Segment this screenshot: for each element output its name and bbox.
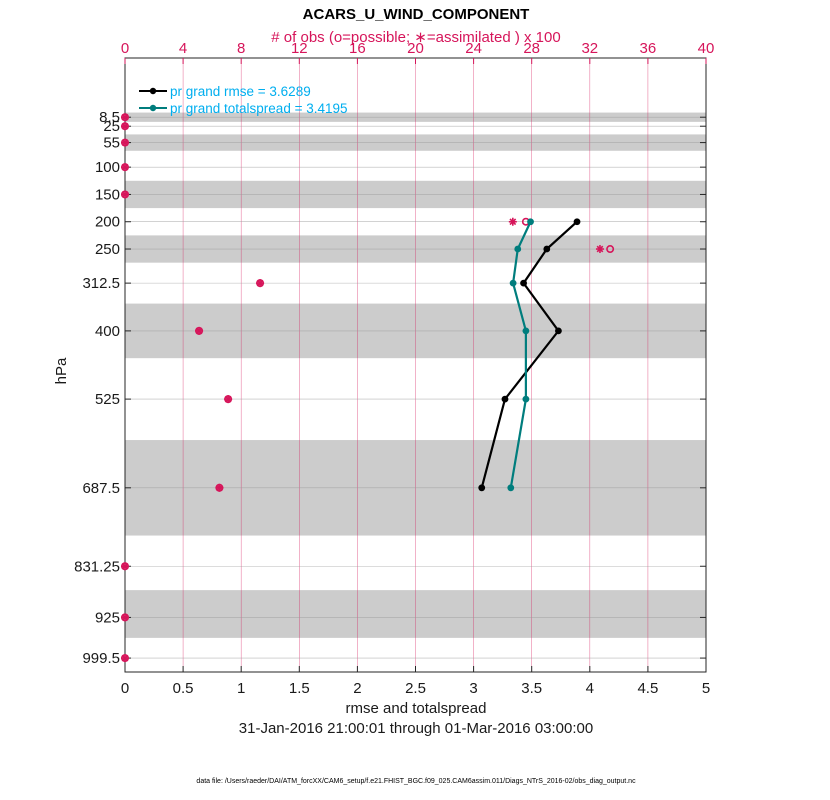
top-tick-label: 28: [523, 40, 540, 57]
x-tick-label: 1: [237, 680, 245, 697]
y-tick-label: 400: [95, 323, 120, 340]
obs-assimilated-marker: [121, 113, 129, 122]
totalspread-point: [522, 327, 530, 335]
obs-assimilated-marker: [121, 190, 129, 199]
date-range-label: 31-Jan-2016 21:00:01 through 01-Mar-2016…: [239, 720, 593, 737]
obs-assimilated-marker: [215, 483, 224, 492]
top-tick-label: 20: [407, 40, 424, 57]
obs-asterisk-stroke: [256, 279, 264, 287]
top-tick-label: 12: [291, 40, 308, 57]
x-tick-label: 2: [353, 680, 361, 697]
y-tick-label: 525: [95, 391, 120, 408]
x-tick-label: 0: [121, 680, 129, 697]
rmse-point: [573, 218, 581, 226]
obs-assimilated-marker: [121, 613, 129, 622]
obs-assimilated-marker: [121, 122, 129, 131]
y-tick-label: 925: [95, 609, 120, 626]
obs-asterisk-stroke: [121, 562, 129, 570]
y-tick-label: 8.5: [99, 109, 120, 126]
x-tick-label: 3: [469, 680, 477, 697]
obs-asterisk-stroke: [121, 122, 129, 130]
x-tick-label: 2.5: [405, 680, 426, 697]
axis-ticks: [124, 58, 707, 672]
y-tick-label: 150: [95, 186, 120, 203]
data-series: [478, 218, 581, 492]
obs-asterisk-stroke: [121, 139, 129, 146]
y-tick-label: 831.25: [74, 558, 120, 575]
x-tick-label: 0.5: [173, 680, 194, 697]
legend-rmse-marker: [149, 87, 157, 95]
x-tick-label: 4: [586, 680, 594, 697]
y-tick-label: 100: [95, 159, 120, 176]
top-tick-label: 4: [179, 40, 187, 57]
totalspread-point: [507, 484, 515, 492]
obs-asterisk-stroke: [121, 654, 129, 662]
y-tick-label: 250: [95, 241, 120, 258]
top-tick-label: 24: [465, 40, 482, 57]
totalspread-point: [522, 395, 530, 403]
x-tick-label: 4.5: [637, 680, 658, 697]
obs-asterisk-stroke: [224, 395, 232, 403]
obs-asterisk-stroke: [121, 614, 129, 621]
chart-title: ACARS_U_WIND_COMPONENT: [303, 6, 530, 23]
obs-assimilated-marker: [256, 279, 265, 288]
obs-possible-marker: [606, 245, 615, 254]
obs-assimilated-marker: [595, 245, 604, 254]
rmse-point: [501, 395, 509, 403]
legend-rmse-label: pr grand rmse = 3.6289: [170, 84, 311, 99]
y-tick-label: 312.5: [82, 275, 120, 292]
x-tick-label: 5: [702, 680, 710, 697]
legend-totalspread-label: pr grand totalspread = 3.4195: [170, 101, 348, 116]
y-tick-label: 25: [103, 118, 120, 135]
obs-assimilated-marker: [195, 326, 204, 335]
rmse-point: [520, 279, 527, 287]
rmse-line: [480, 220, 578, 489]
y-tick-label: 200: [95, 214, 120, 231]
top-axis-label: # of obs (o=possible; ∗=assimilated ) x …: [271, 29, 560, 46]
obs-asterisk-stroke: [121, 163, 129, 171]
totalspread-point: [509, 279, 517, 287]
y-tick-label: 55: [103, 135, 120, 152]
obs-asterisk-stroke: [195, 327, 203, 335]
obs-asterisk-stroke: [596, 245, 604, 253]
x-tick-label: 1.5: [289, 680, 310, 697]
top-tick-label: 16: [349, 40, 366, 57]
x-axis-label: rmse and totalspread: [346, 700, 487, 717]
top-tick-label: 36: [640, 40, 657, 57]
obs-asterisk-stroke: [216, 484, 223, 492]
tick-labels: 0 0.5 1 1.5 2 2.5 3 3.5 4 4.5 5 0 4 8 12 16 20 24 28 32 36 40…: [74, 40, 714, 697]
obs-asterisk-stroke: [121, 113, 129, 121]
y-axis-label: hPa: [53, 357, 70, 384]
rmse-point: [478, 484, 486, 492]
obs-assimilated-marker: [121, 562, 129, 571]
obs-count-markers: [121, 113, 615, 663]
obs-assimilated-marker: [224, 395, 233, 404]
obs-assimilated-marker: [121, 138, 129, 147]
totalspread-point: [514, 245, 522, 253]
rmse-point: [555, 327, 562, 335]
obs-asterisk-stroke: [121, 191, 129, 198]
totalspread-point: [527, 218, 534, 226]
y-tick-label: 687.5: [82, 480, 120, 497]
obs-assimilated-marker: [508, 217, 517, 226]
legend-totalspread-marker: [149, 104, 157, 112]
top-tick-label: 8: [237, 40, 245, 57]
rmse-point: [543, 245, 551, 253]
obs-assimilated-marker: [121, 163, 129, 172]
data-file-footer: data file: /Users/raeder/DAI/ATM_forcXX/…: [196, 778, 636, 785]
obs-asterisk-stroke: [509, 218, 517, 226]
y-tick-label: 999.5: [82, 650, 120, 667]
totalspread-line: [509, 221, 532, 488]
x-tick-label: 3.5: [521, 680, 542, 697]
top-tick-label: 40: [698, 40, 715, 57]
obs-assimilated-marker: [121, 654, 129, 663]
legend: pr grand rmse = 3.6289 pr grand totalspr…: [139, 84, 348, 116]
top-tick-label: 0: [121, 40, 129, 57]
top-tick-label: 32: [581, 40, 598, 57]
